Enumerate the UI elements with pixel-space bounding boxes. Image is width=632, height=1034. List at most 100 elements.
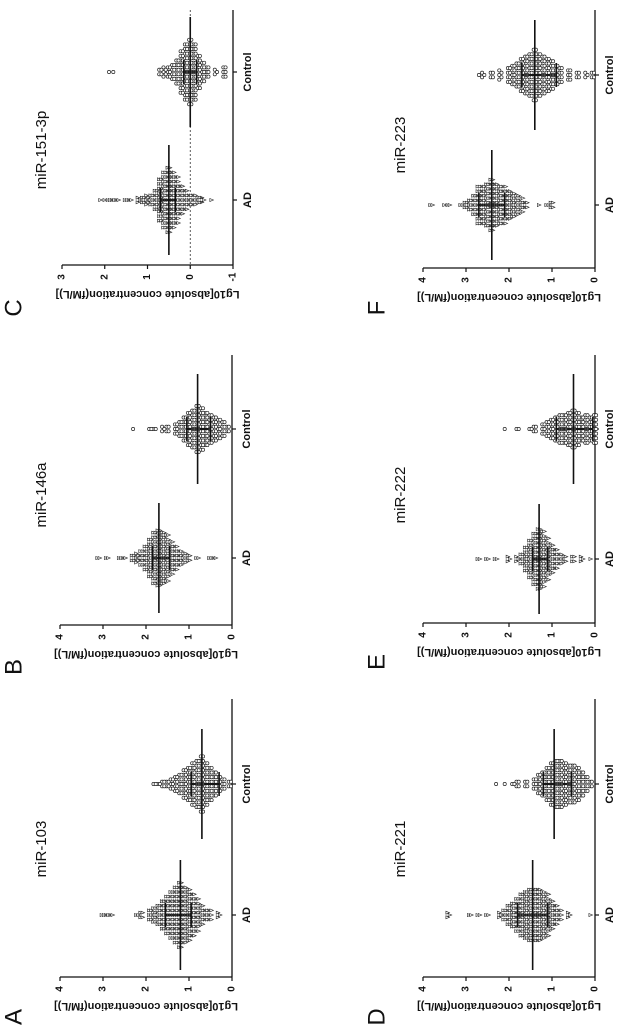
data-point-circle xyxy=(206,74,211,79)
data-point-circle xyxy=(497,68,502,73)
data-point-triangle xyxy=(151,576,157,581)
data-point-triangle xyxy=(514,203,520,207)
data-point-circle xyxy=(196,800,201,805)
data-point-triangle xyxy=(218,913,223,917)
data-point-triangle xyxy=(170,539,176,544)
data-point-triangle xyxy=(142,544,148,549)
data-point-triangle xyxy=(527,933,532,938)
data-point-triangle xyxy=(209,556,215,560)
data-point-triangle xyxy=(162,926,167,931)
data-point-circle xyxy=(188,420,193,425)
data-point-circle xyxy=(585,788,590,793)
data-point-triangle xyxy=(477,189,483,194)
data-point-triangle xyxy=(465,200,470,205)
data-point-circle xyxy=(546,66,551,71)
data-point-triangle xyxy=(200,903,206,908)
data-point-triangle xyxy=(505,554,511,559)
data-point-circle xyxy=(589,784,594,789)
data-point-triangle xyxy=(162,581,167,586)
category-label: AD xyxy=(241,907,253,923)
data-point-triangle xyxy=(163,175,169,179)
data-point-circle xyxy=(192,761,197,766)
data-point-triangle xyxy=(159,576,165,581)
data-point-circle xyxy=(585,440,590,445)
data-point-triangle xyxy=(542,570,548,575)
data-point-triangle xyxy=(542,529,548,534)
data-point-triangle xyxy=(185,915,191,920)
data-point-triangle xyxy=(525,563,530,568)
data-point-circle xyxy=(576,443,581,448)
data-point-triangle xyxy=(525,205,530,210)
data-point-circle xyxy=(197,67,202,72)
value-tick-label: 2 xyxy=(504,277,515,283)
data-point-triangle xyxy=(510,901,515,906)
data-point-circle xyxy=(572,768,577,773)
data-point-triangle xyxy=(163,170,169,175)
data-point-triangle xyxy=(544,568,550,573)
data-point-triangle xyxy=(529,570,535,575)
data-point-triangle xyxy=(522,554,528,559)
data-point-triangle xyxy=(501,917,507,922)
data-point-circle xyxy=(166,779,171,784)
data-point-circle xyxy=(163,72,168,77)
data-point-circle xyxy=(559,763,564,768)
data-point-circle xyxy=(222,424,227,429)
data-point-triangle xyxy=(168,890,174,894)
data-point-triangle xyxy=(164,569,169,574)
data-point-triangle xyxy=(159,581,165,586)
data-point-triangle xyxy=(147,556,152,560)
data-point-triangle xyxy=(188,892,193,897)
data-point-triangle xyxy=(542,931,548,936)
data-point-circle xyxy=(197,53,202,58)
data-point-triangle xyxy=(512,214,517,219)
data-point-triangle xyxy=(542,926,548,931)
data-point-triangle xyxy=(184,207,190,212)
data-point-triangle xyxy=(188,910,193,915)
category-label: AD xyxy=(242,192,254,208)
data-point-circle xyxy=(559,805,564,809)
value-tick-label: 4 xyxy=(55,634,66,640)
data-point-circle xyxy=(564,802,568,807)
data-point-triangle xyxy=(529,915,535,920)
data-point-circle xyxy=(542,82,547,87)
data-point-triangle xyxy=(198,908,204,913)
data-point-triangle xyxy=(546,896,552,901)
data-point-circle xyxy=(197,76,202,81)
data-point-circle xyxy=(529,61,534,66)
data-point-circle xyxy=(212,72,217,77)
data-point-triangle xyxy=(153,572,159,577)
data-point-triangle xyxy=(155,528,161,533)
data-point-triangle xyxy=(180,211,186,216)
data-point-triangle xyxy=(510,205,515,210)
data-point-triangle xyxy=(147,913,152,917)
data-point-circle xyxy=(223,70,228,74)
data-point-triangle xyxy=(546,536,552,541)
data-point-circle xyxy=(192,793,197,798)
data-point-triangle xyxy=(516,198,522,203)
data-point-triangle xyxy=(535,527,541,532)
data-point-circle xyxy=(551,431,556,436)
data-point-circle xyxy=(202,65,207,70)
data-point-circle xyxy=(581,438,586,443)
data-point-triangle xyxy=(486,209,492,214)
data-point-circle xyxy=(568,763,573,768)
data-point-circle xyxy=(201,443,205,448)
data-point-triangle xyxy=(149,556,154,560)
data-point-triangle xyxy=(155,542,161,547)
value-axis-title: Lg10[absolute concentration(fM/L)] xyxy=(417,291,601,303)
data-point-circle xyxy=(159,67,164,72)
data-point-circle xyxy=(581,420,586,425)
data-point-triangle xyxy=(527,901,532,906)
data-point-triangle xyxy=(497,910,502,915)
data-point-circle xyxy=(564,413,568,418)
data-point-circle xyxy=(196,768,201,773)
data-point-triangle xyxy=(166,579,172,583)
data-point-circle xyxy=(494,782,499,786)
data-point-circle xyxy=(213,420,218,425)
data-point-triangle xyxy=(153,567,159,572)
data-point-circle xyxy=(107,70,111,74)
data-point-triangle xyxy=(475,189,481,194)
data-point-circle xyxy=(583,75,588,80)
data-point-circle xyxy=(206,70,211,74)
